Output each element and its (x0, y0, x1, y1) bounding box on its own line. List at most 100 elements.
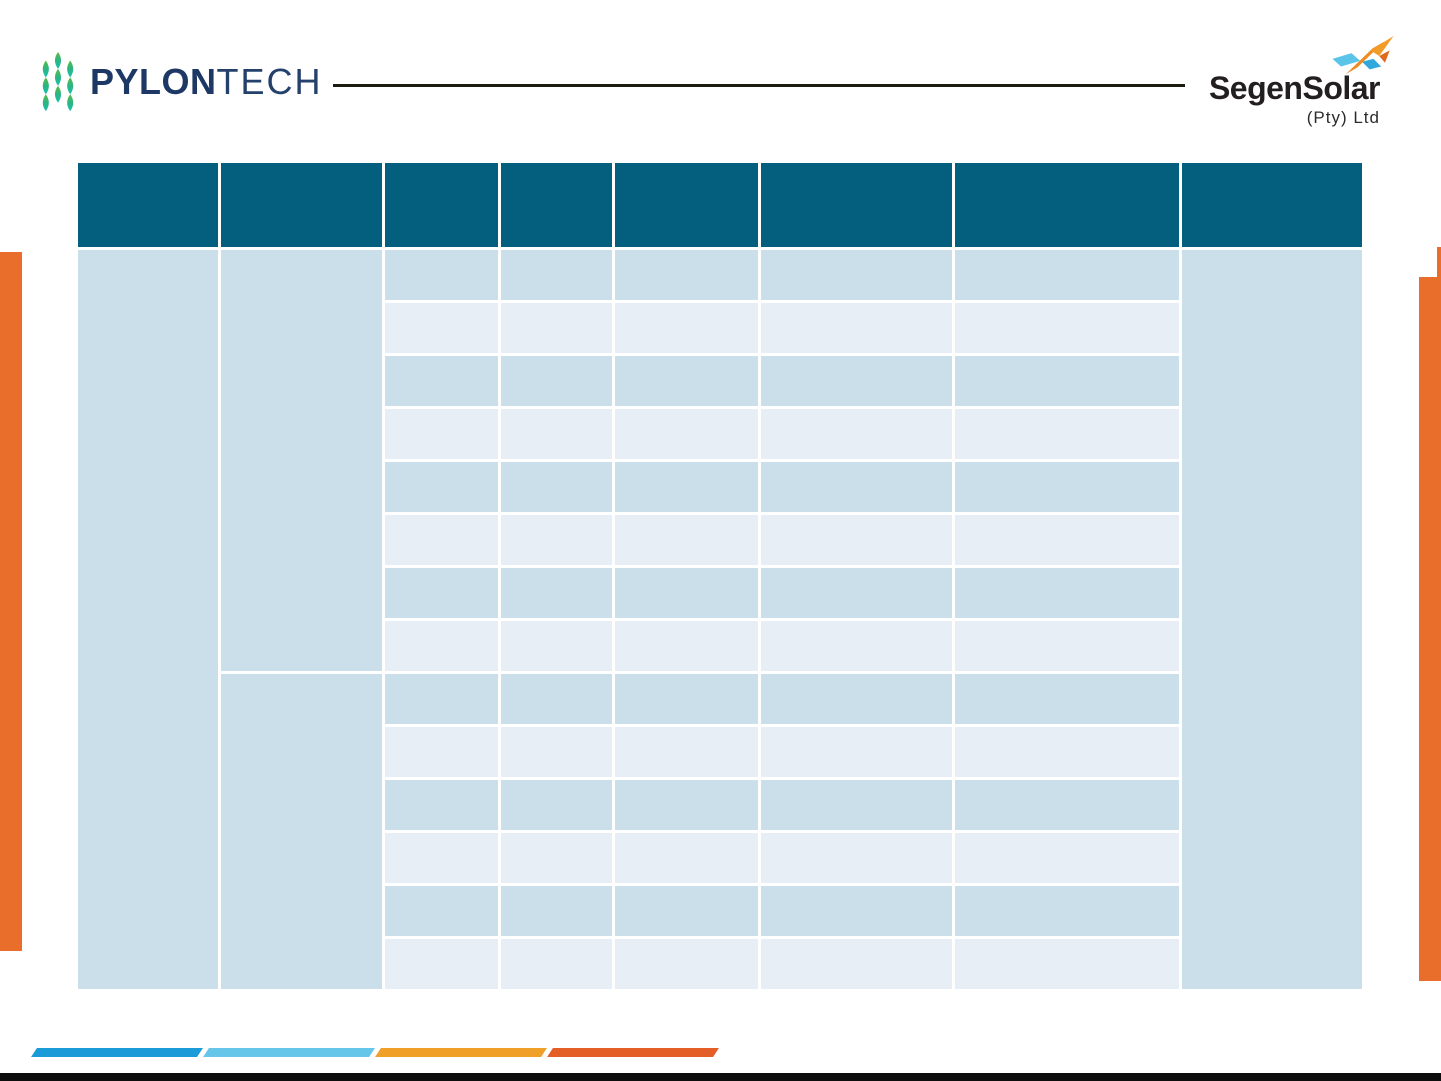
table-cell (955, 356, 1179, 406)
table-cell (615, 303, 758, 353)
table-cell (501, 568, 612, 618)
header-cell (1182, 163, 1362, 247)
pylontech-logo-text-light: TECH (216, 61, 323, 102)
right-accent-bar-sliver (1437, 247, 1441, 277)
table-cell (615, 462, 758, 512)
table-cell (615, 833, 758, 883)
segen-star-icon (1332, 36, 1394, 75)
table-cell (501, 727, 612, 777)
table-cell (955, 462, 1179, 512)
table-cell (955, 303, 1179, 353)
table-cell (385, 886, 498, 936)
table-cell (615, 780, 758, 830)
header-cell (615, 163, 758, 247)
segensolar-logo: SegenSolar (Pty) Ltd (1180, 36, 1394, 128)
table-cell (385, 568, 498, 618)
table-cell (385, 621, 498, 671)
table-cell (385, 674, 498, 724)
table-cell (615, 621, 758, 671)
table-cell (501, 250, 612, 300)
table-cell (761, 727, 952, 777)
section-merged-cell (221, 674, 382, 989)
table-cell (385, 780, 498, 830)
table-cell (761, 303, 952, 353)
table-cell (615, 568, 758, 618)
bottom-rule (0, 1073, 1441, 1081)
table-cell (615, 356, 758, 406)
footer-bar-light-blue (203, 1048, 375, 1057)
table-cell (501, 462, 612, 512)
header-cell (385, 163, 498, 247)
left-accent-bar (0, 252, 22, 951)
table-cell (385, 462, 498, 512)
table-cell (761, 250, 952, 300)
table-cell (385, 409, 498, 459)
header-cell (501, 163, 612, 247)
table-cell (761, 515, 952, 565)
table-cell (385, 727, 498, 777)
table-cell (761, 409, 952, 459)
table-cell (501, 939, 612, 989)
table-cell (501, 621, 612, 671)
footer-bar-orange (547, 1048, 719, 1057)
table-cell (385, 250, 498, 300)
table-cell (501, 833, 612, 883)
spec-table (78, 163, 1362, 989)
row-label-merged-cell (78, 250, 218, 989)
table-cell (761, 886, 952, 936)
table-cell (501, 409, 612, 459)
table-cell (615, 515, 758, 565)
footer-bar-amber (375, 1048, 547, 1057)
table-cell (955, 833, 1179, 883)
table-cell (761, 780, 952, 830)
table-cell (501, 780, 612, 830)
table-cell (955, 568, 1179, 618)
table-cell (615, 250, 758, 300)
footer-bar-blue (31, 1048, 203, 1057)
table-cell (761, 939, 952, 989)
footer-accent-bars (0, 1048, 1441, 1057)
table-cell (955, 409, 1179, 459)
pylontech-logo-text: PYLONTECH (90, 61, 323, 103)
table-cell (955, 780, 1179, 830)
notes-merged-cell (1182, 250, 1362, 989)
table-cell (385, 515, 498, 565)
table-cell (955, 621, 1179, 671)
table-cell (385, 303, 498, 353)
pylontech-logo: PYLONTECH (38, 52, 323, 112)
table-cell (955, 674, 1179, 724)
header-divider-line (333, 84, 1185, 87)
table-cell (615, 674, 758, 724)
table-cell (501, 356, 612, 406)
table-cell (385, 939, 498, 989)
table-cell (955, 250, 1179, 300)
table-cell (955, 886, 1179, 936)
table-cell (761, 674, 952, 724)
table-cell (385, 833, 498, 883)
table-cell (955, 515, 1179, 565)
header-cell (78, 163, 218, 247)
table-cell (615, 886, 758, 936)
table-cell (385, 356, 498, 406)
table-cell (615, 939, 758, 989)
pylontech-diamond-icon (42, 52, 74, 112)
pylontech-logo-text-bold: PYLON (90, 61, 217, 102)
table-cell (955, 939, 1179, 989)
table-cell (501, 303, 612, 353)
header-cell (761, 163, 952, 247)
header-cell (955, 163, 1179, 247)
right-accent-bar (1419, 277, 1441, 981)
table-cell (955, 727, 1179, 777)
table-cell (761, 568, 952, 618)
header-cell (221, 163, 382, 247)
table-cell (761, 621, 952, 671)
section-merged-cell (221, 250, 382, 671)
table-cell (615, 409, 758, 459)
table-cell (761, 833, 952, 883)
table-cell (761, 356, 952, 406)
table-cell (615, 727, 758, 777)
table-cell (501, 886, 612, 936)
table-cell (501, 674, 612, 724)
segensolar-logo-text: SegenSolar (1208, 70, 1381, 106)
